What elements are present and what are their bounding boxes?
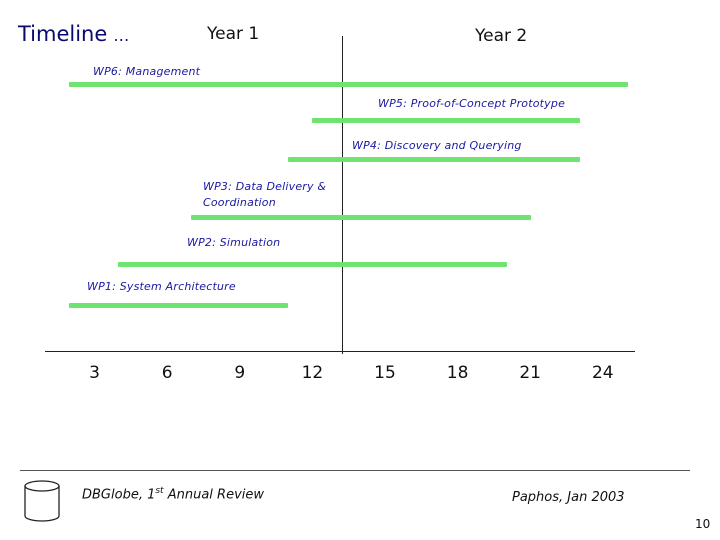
task-label: WP3: Data Delivery & Coordination — [203, 180, 327, 209]
task-label: WP6: Management — [93, 65, 201, 78]
title-text: Timeline — [18, 22, 108, 46]
year-divider-line — [342, 36, 343, 354]
task-bar — [190, 215, 531, 220]
footer-right-text: Paphos, Jan 2003 — [512, 490, 625, 505]
time-axis-line — [45, 351, 635, 352]
task-label: WP4: Discovery and Querying — [352, 139, 522, 152]
year1-label: Year 1 — [207, 24, 260, 44]
page-number: 10 — [695, 517, 711, 531]
task-label: WP5: Proof-of-Concept Prototype — [378, 97, 566, 110]
footer-left-text: DBGlobe, 1st Annual Review — [82, 486, 264, 503]
task-bar — [69, 82, 629, 87]
slide-title: Timeline … — [18, 22, 129, 46]
footer-divider — [20, 470, 690, 471]
tick-label: 24 — [591, 363, 614, 383]
tick-label: 21 — [519, 363, 541, 383]
task-bar — [312, 118, 580, 123]
tick-label: 15 — [374, 363, 396, 383]
title-ellipsis: … — [113, 26, 130, 45]
task-bar — [288, 157, 580, 162]
task-bar — [117, 262, 507, 267]
database-cylinder-icon — [24, 480, 60, 522]
year2-label: Year 2 — [475, 26, 528, 46]
task-bar — [69, 303, 288, 308]
tick-label: 6 — [161, 363, 173, 383]
tick-label: 12 — [301, 363, 324, 383]
task-label: WP2: Simulation — [187, 236, 281, 249]
tick-label: 9 — [234, 363, 246, 383]
tick-label: 18 — [446, 363, 469, 383]
task-label: WP1: System Architecture — [87, 280, 236, 293]
tick-label: 3 — [89, 363, 100, 383]
